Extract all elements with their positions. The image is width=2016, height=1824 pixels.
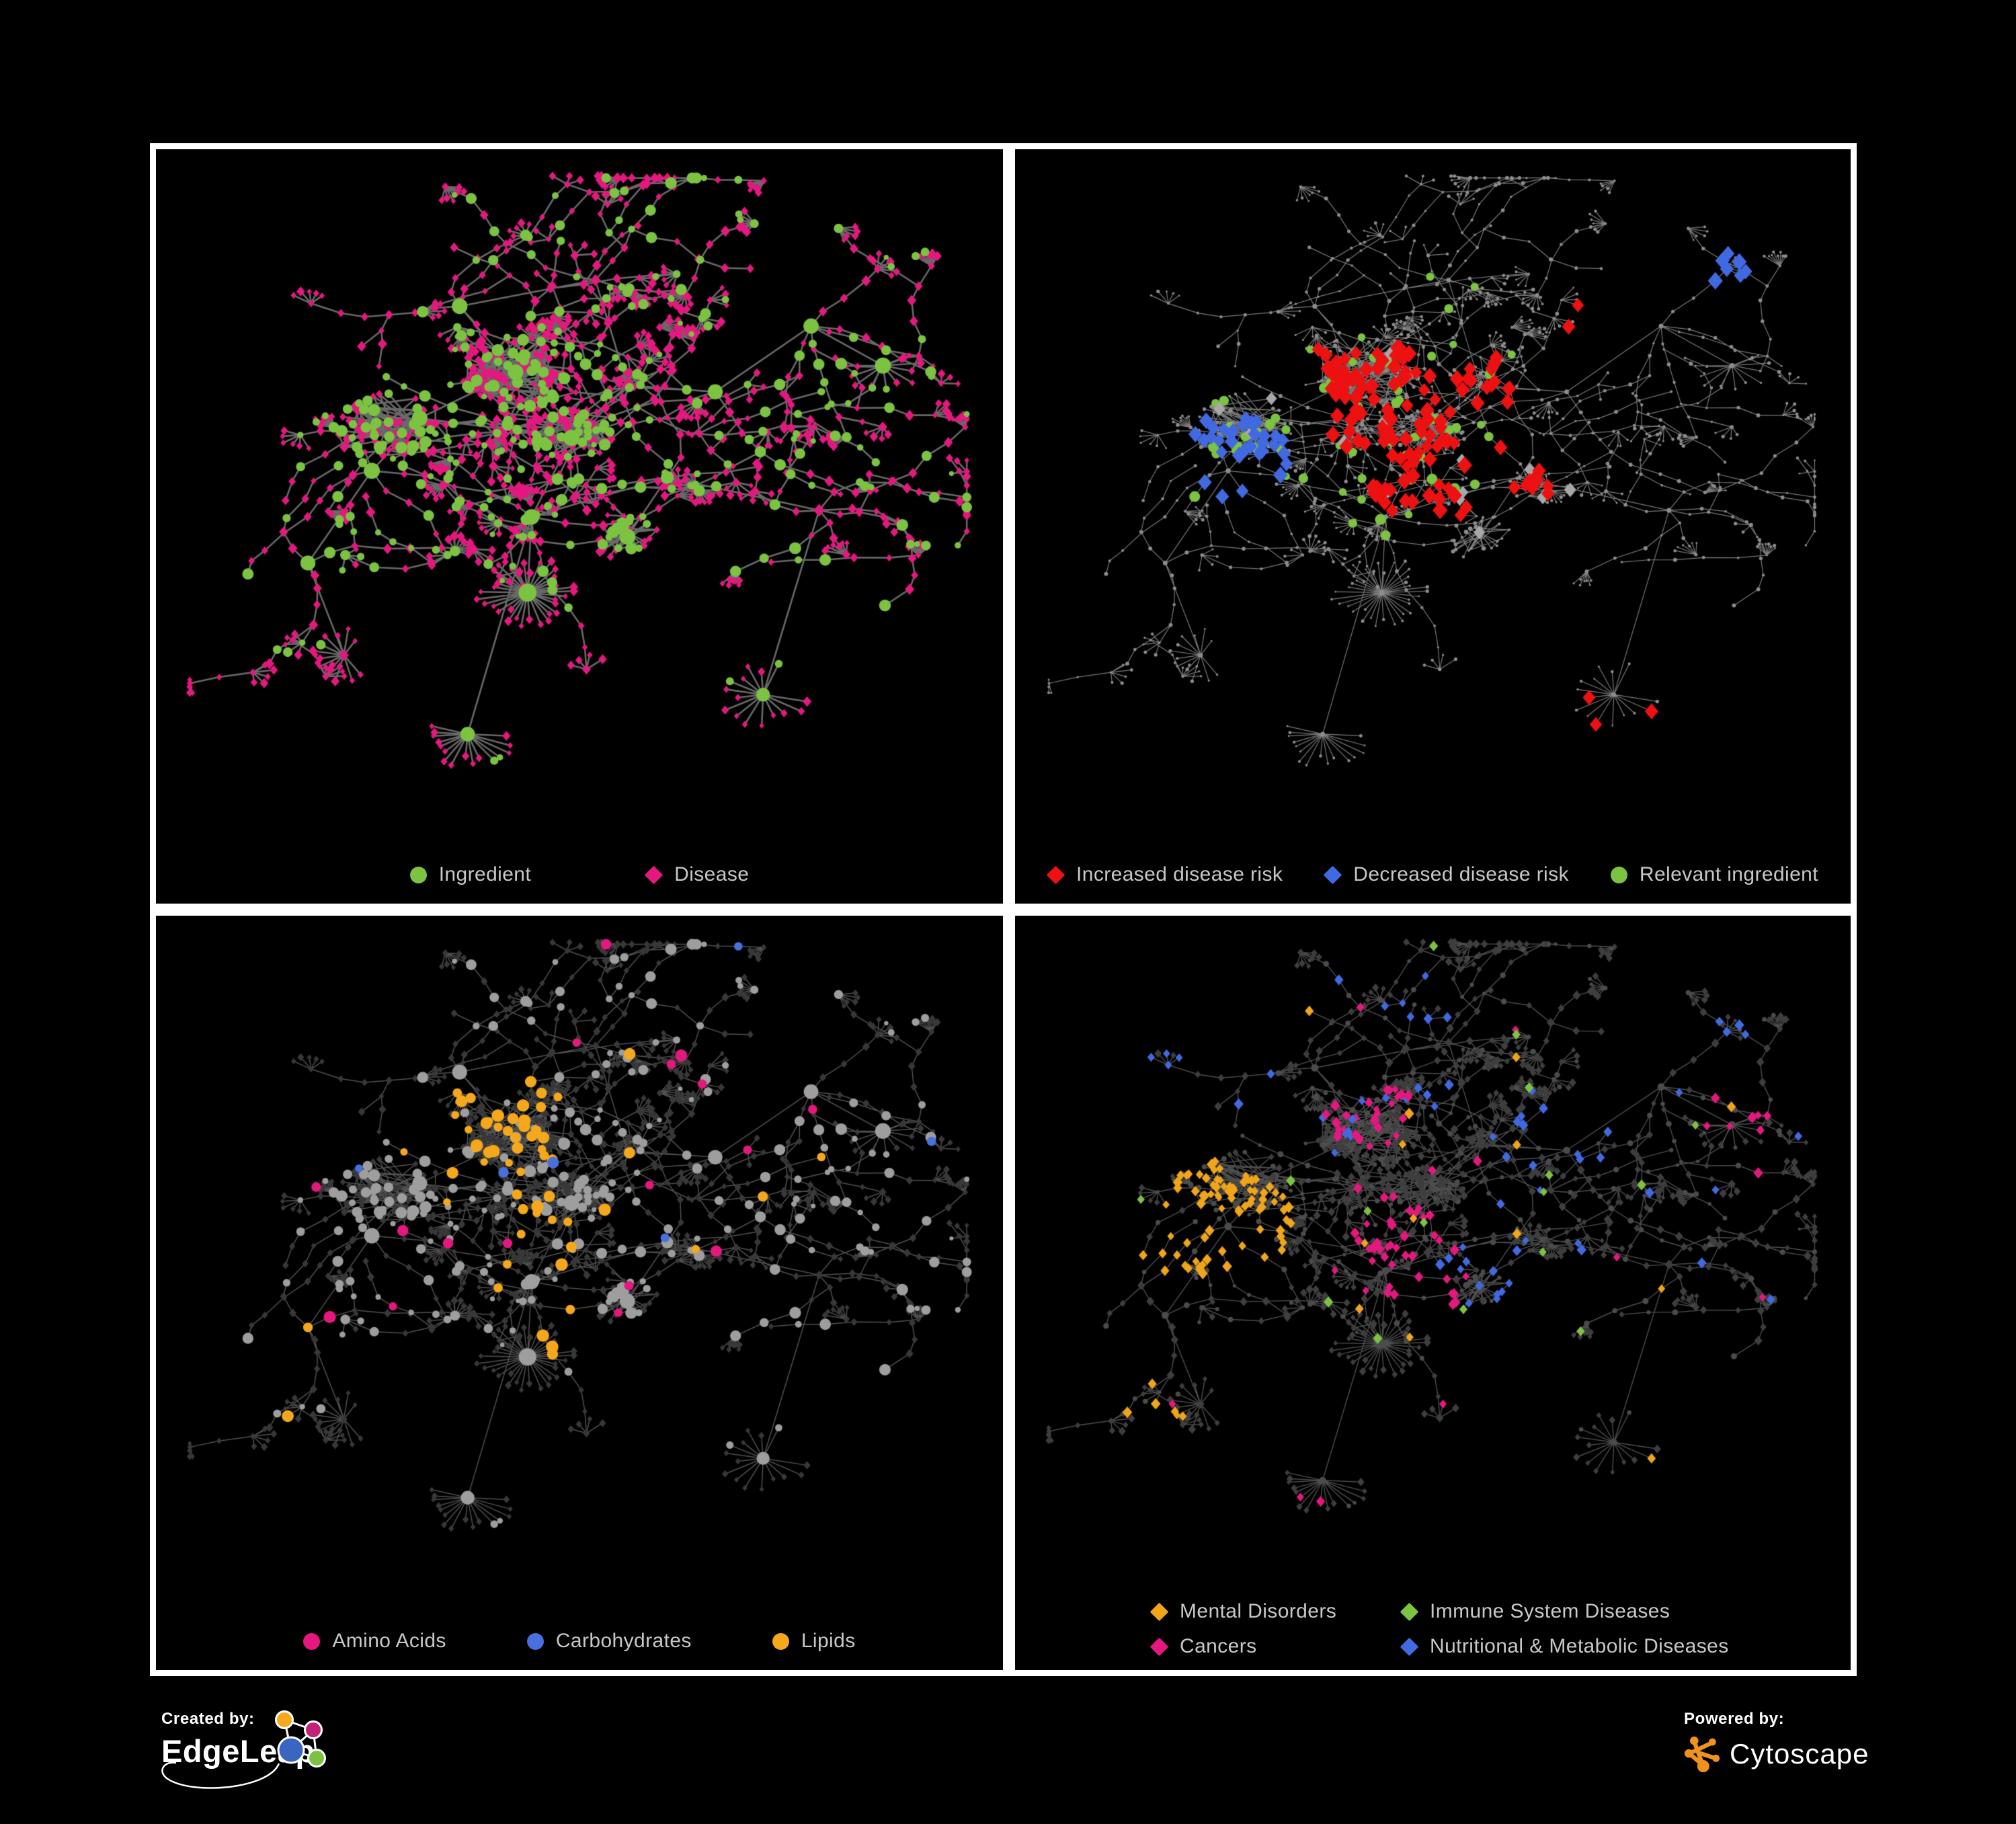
- legend-label: Increased disease risk: [1076, 863, 1283, 885]
- legend-label: Mental Disorders: [1180, 1600, 1337, 1622]
- panel-ingredient-disease-network: Ingredient Disease: [150, 143, 1009, 910]
- network-canvas-disease-class: [1015, 916, 1851, 1588]
- legend-label: Amino Acids: [332, 1630, 446, 1652]
- legend-swatch-circle: [409, 866, 427, 883]
- legend-swatch-diamond: [1150, 1637, 1169, 1656]
- legend-item-lipids: Lipids: [772, 1630, 856, 1653]
- edgeleap-node-magenta: [304, 1720, 323, 1739]
- cytoscape-lockup: Cytoscape: [1684, 1734, 1966, 1774]
- legend-disease-risk: Increased disease risk Decreased disease …: [1026, 863, 1840, 886]
- legend-item-carbohydrates: Carbohydrates: [526, 1630, 692, 1653]
- legend-swatch-diamond: [1400, 1637, 1419, 1656]
- legend-label: Ingredient: [438, 863, 532, 885]
- legend-nutrient-class: Amino Acids Carbohydrates Lipids: [167, 1630, 992, 1653]
- edgeleap-swoosh: [161, 1761, 280, 1789]
- edgeleap-node-orange: [275, 1710, 294, 1729]
- legend-swatch-diamond: [644, 865, 663, 884]
- legend-item-immune-system-diseases: Immune System Diseases: [1400, 1600, 1729, 1623]
- edgeleap-node-blue: [277, 1736, 305, 1764]
- legend-item-decreased-disease-risk: Decreased disease risk: [1323, 863, 1569, 886]
- legend-label: Decreased disease risk: [1353, 863, 1569, 885]
- legend-swatch-circle: [772, 1632, 789, 1650]
- legend-swatch-circle: [1610, 866, 1627, 883]
- legend-label: Disease: [674, 863, 750, 885]
- legend-item-ingredient: Ingredient: [409, 863, 532, 886]
- legend-swatch-circle: [303, 1632, 321, 1650]
- legend-swatch-diamond: [1400, 1602, 1419, 1621]
- cytoscape-credit: Powered by: Cytoscape: [1684, 1710, 1966, 1804]
- legend-disease-class: Mental Disorders Immune System Diseases Ca…: [1026, 1600, 1840, 1658]
- edgeleap-logo: [161, 1710, 326, 1789]
- legend-item-nutritional-metabolic-diseases: Nutritional & Metabolic Diseases: [1400, 1635, 1729, 1658]
- panel-nutrient-class-network: Amino Acids Carbohydrates Lipids: [150, 910, 1009, 1676]
- legend-item-amino-acids: Amino Acids: [303, 1630, 446, 1653]
- legend-item-increased-disease-risk: Increased disease risk: [1046, 863, 1283, 886]
- network-canvas-nutrient-class: [156, 916, 1003, 1608]
- network-canvas-ingredient-disease: [156, 149, 1003, 845]
- legend-label: Cancers: [1180, 1635, 1257, 1657]
- legend-label: Carbohydrates: [555, 1630, 692, 1652]
- legend-label: Nutritional & Metabolic Diseases: [1430, 1635, 1729, 1657]
- panel-disease-class-network: Mental Disorders Immune System Diseases Ca…: [1009, 910, 1857, 1676]
- legend-swatch-circle: [526, 1632, 544, 1650]
- legend-label: Lipids: [801, 1630, 856, 1652]
- edgeleap-node-green: [307, 1749, 326, 1768]
- legend-swatch-diamond: [1323, 865, 1342, 884]
- legend-swatch-diamond: [1150, 1602, 1169, 1621]
- legend-label: Relevant ingredient: [1639, 863, 1818, 885]
- cytoscape-logo: [1684, 1736, 1720, 1772]
- edgeleap-credit: Created by: EdgeLeap: [161, 1710, 370, 1817]
- cytoscape-wordmark: Cytoscape: [1730, 1738, 1869, 1770]
- legend-label: Immune System Diseases: [1430, 1600, 1670, 1622]
- legend-item-mental-disorders: Mental Disorders: [1150, 1600, 1401, 1623]
- legend-ingredient-disease: Ingredient Disease: [167, 863, 992, 886]
- legend-swatch-diamond: [1046, 865, 1065, 884]
- powered-by-label: Powered by:: [1684, 1710, 1785, 1728]
- created-by-label: Created by:: [161, 1710, 255, 1728]
- network-canvas-disease-risk: [1015, 149, 1851, 845]
- legend-item-relevant-ingredient: Relevant ingredient: [1610, 863, 1818, 886]
- panel-disease-risk-network: Increased disease risk Decreased disease …: [1009, 143, 1857, 910]
- legend-item-disease: Disease: [644, 863, 750, 886]
- legend-item-cancers: Cancers: [1150, 1635, 1401, 1658]
